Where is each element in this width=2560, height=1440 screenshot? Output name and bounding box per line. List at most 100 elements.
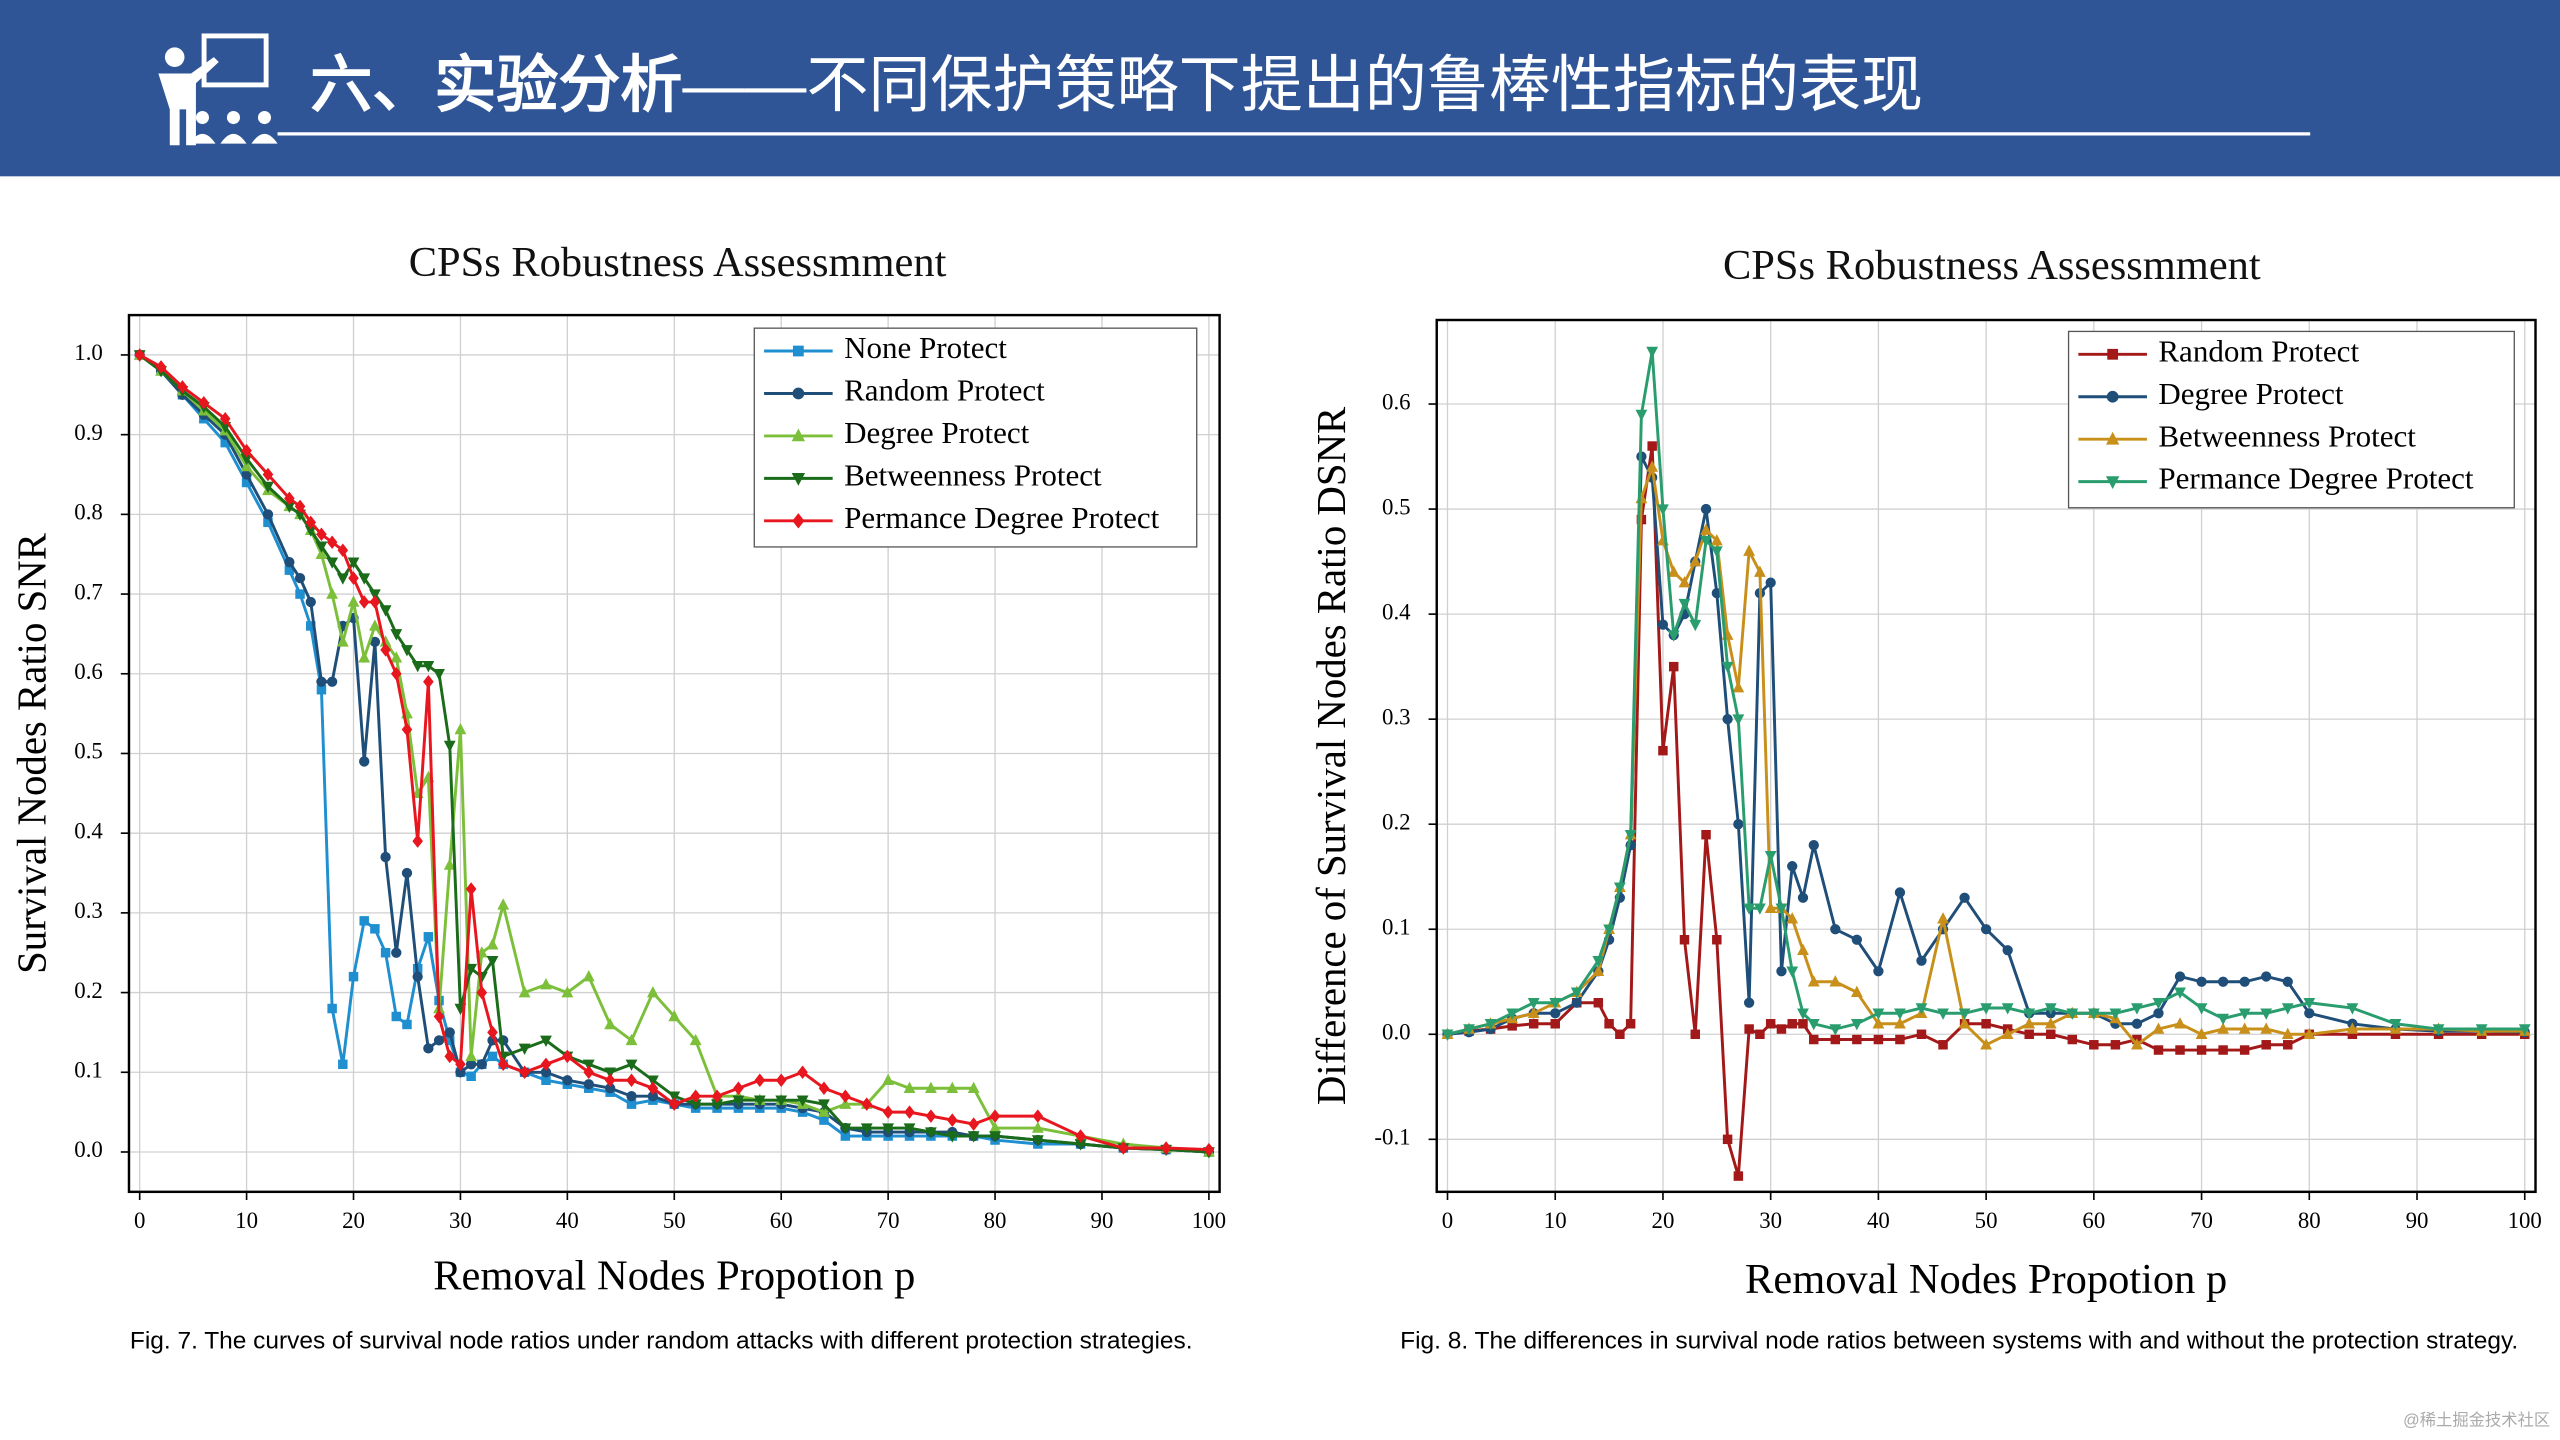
marker (315, 547, 328, 559)
marker (562, 1075, 573, 1086)
plot-frame (1435, 318, 2537, 1194)
marker (2238, 1008, 2251, 1020)
marker (1938, 1040, 1948, 1050)
marker (2174, 971, 2186, 982)
x-tick-label: 20 (1652, 1208, 1675, 1233)
marker (316, 527, 327, 542)
marker (1850, 985, 1863, 997)
marker (326, 557, 339, 569)
marker (860, 1123, 873, 1135)
marker (2067, 1034, 2078, 1045)
y-tick-label: 0.4 (74, 818, 103, 843)
x-tick-label: 100 (1192, 1208, 1226, 1233)
x-tick-label: 100 (2508, 1208, 2542, 1233)
marker (1031, 1135, 1044, 1147)
marker (2196, 976, 2207, 987)
marker (1797, 1008, 1809, 1020)
marker (1732, 714, 1745, 726)
marker (348, 971, 359, 982)
marker (1852, 1034, 1862, 1045)
marker (347, 557, 360, 569)
marker (401, 645, 413, 657)
marker (518, 986, 531, 998)
marker (358, 651, 371, 663)
marker (369, 589, 381, 601)
marker (604, 1073, 616, 1087)
marker (370, 924, 380, 934)
marker (401, 867, 413, 879)
y-tick-label: 0.0 (74, 1137, 103, 1162)
marker (326, 676, 338, 687)
marker (284, 557, 295, 568)
marker (316, 676, 327, 687)
marker (486, 955, 499, 968)
marker (423, 675, 434, 689)
marker (2217, 1013, 2230, 1026)
marker (465, 882, 477, 896)
marker (989, 1109, 1001, 1123)
chart: CPSs Robustness Assessmment 0 10 20 30 40 50 60… (9, 239, 1226, 1355)
marker (1549, 998, 1562, 1010)
legend-label: Random Protect (844, 373, 1045, 408)
plot-frame (127, 313, 1221, 1194)
marker (1668, 661, 1679, 672)
marker (1872, 1008, 1885, 1020)
x-tick-label: 60 (2082, 1208, 2105, 1233)
legend-label: Betweenness Protect (2158, 418, 2416, 453)
marker (1160, 1141, 1172, 1155)
marker (1721, 661, 1734, 674)
marker (1203, 1142, 1215, 1157)
marker (262, 509, 274, 520)
marker (497, 1057, 509, 1072)
marker (134, 348, 145, 362)
y-tick-label: 0.5 (74, 739, 103, 764)
marker (466, 1071, 476, 1082)
marker (1980, 1038, 1993, 1050)
y-tick-label: 0.3 (1382, 704, 1411, 729)
marker (412, 971, 423, 982)
marker (1592, 956, 1605, 968)
marker (2131, 1003, 2143, 1015)
marker (305, 596, 316, 608)
marker (338, 1059, 348, 1070)
marker (1916, 955, 1927, 966)
marker (2153, 1045, 2164, 1055)
marker (2110, 1040, 2121, 1050)
marker (443, 740, 456, 753)
header-title-bold: 六、实验分析 (310, 51, 682, 120)
marker (668, 1097, 680, 1111)
y-tick-label: 0.1 (1382, 914, 1411, 939)
marker (358, 573, 371, 585)
marker (1786, 912, 1799, 924)
marker (2260, 1008, 2273, 1020)
marker (2217, 1022, 2230, 1034)
marker (294, 499, 306, 514)
x-tick-label: 50 (1975, 1208, 1998, 1233)
marker (2283, 1040, 2293, 1050)
marker (925, 1109, 937, 1123)
x-axis-label: Removal Nodes Propotion p (1745, 1256, 2227, 1303)
marker (604, 1067, 617, 1079)
y-tick-label: 0.2 (1382, 809, 1411, 834)
marker (1075, 1129, 1086, 1143)
marker (1851, 934, 1863, 945)
marker (668, 1091, 681, 1103)
marker (924, 1081, 937, 1093)
marker (380, 851, 391, 863)
figure-caption: Fig. 7. The curves of survival node rati… (130, 1328, 1193, 1355)
marker (1958, 1017, 1971, 1029)
marker (1571, 997, 1582, 1008)
marker (422, 661, 435, 673)
marker (967, 1081, 980, 1093)
marker (284, 491, 295, 506)
marker (1764, 901, 1777, 913)
marker (487, 1051, 498, 1062)
marker (989, 1131, 1001, 1143)
marker (390, 651, 403, 663)
marker (391, 1011, 402, 1022)
marker (604, 1017, 617, 1030)
legend-marker (2107, 348, 2119, 360)
marker (240, 459, 253, 472)
marker (2152, 998, 2165, 1010)
marker (946, 1131, 959, 1143)
